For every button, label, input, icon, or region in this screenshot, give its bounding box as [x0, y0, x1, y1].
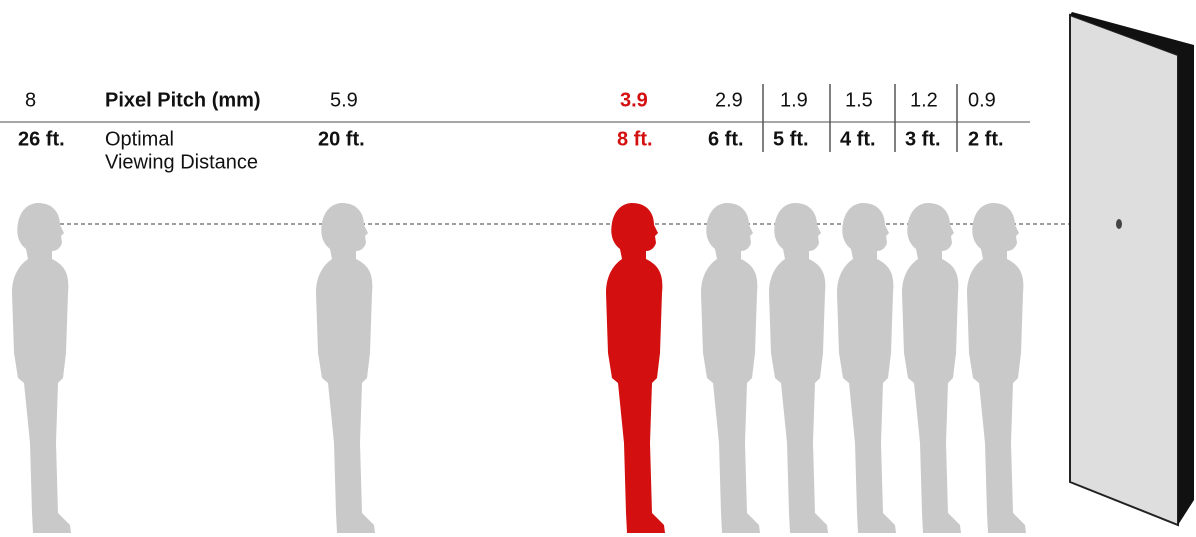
pitch-value: 3.9: [620, 89, 648, 111]
people: [12, 203, 1026, 533]
person: [606, 203, 665, 533]
infographic: Pixel Pitch (mm) Optimal Viewing Distanc…: [0, 0, 1196, 537]
pitch-value: 1.9: [780, 89, 808, 111]
wall: [1070, 12, 1194, 525]
person: [902, 203, 961, 533]
person: [837, 203, 896, 533]
distance-value: 5 ft.: [773, 128, 809, 150]
person: [967, 203, 1026, 533]
person: [316, 203, 375, 533]
distance-value: 6 ft.: [708, 128, 744, 150]
distance-label: Viewing Distance: [105, 151, 258, 173]
distance-value: 8 ft.: [617, 128, 653, 150]
pitch-value: 2.9: [715, 89, 743, 111]
pitch-value: 5.9: [330, 89, 358, 111]
distance-value: 20 ft.: [318, 128, 365, 150]
pitch-value: 1.5: [845, 89, 873, 111]
distance-value: 26 ft.: [18, 128, 65, 150]
person: [12, 203, 71, 533]
pitch-value: 0.9: [968, 89, 996, 111]
screen-point: [1116, 219, 1122, 229]
distance-label: Optimal: [105, 128, 174, 150]
pitch-value: 1.2: [910, 89, 938, 111]
person: [769, 203, 828, 533]
pitch-value: 8: [25, 89, 36, 111]
distance-value: 2 ft.: [968, 128, 1004, 150]
page: Pixel Pitch (mm) Optimal Viewing Distanc…: [0, 0, 1196, 537]
pitch-label: Pixel Pitch (mm): [105, 89, 261, 111]
distance-value: 3 ft.: [905, 128, 941, 150]
person: [701, 203, 760, 533]
distance-value: 4 ft.: [840, 128, 876, 150]
wall-face: [1070, 15, 1178, 525]
